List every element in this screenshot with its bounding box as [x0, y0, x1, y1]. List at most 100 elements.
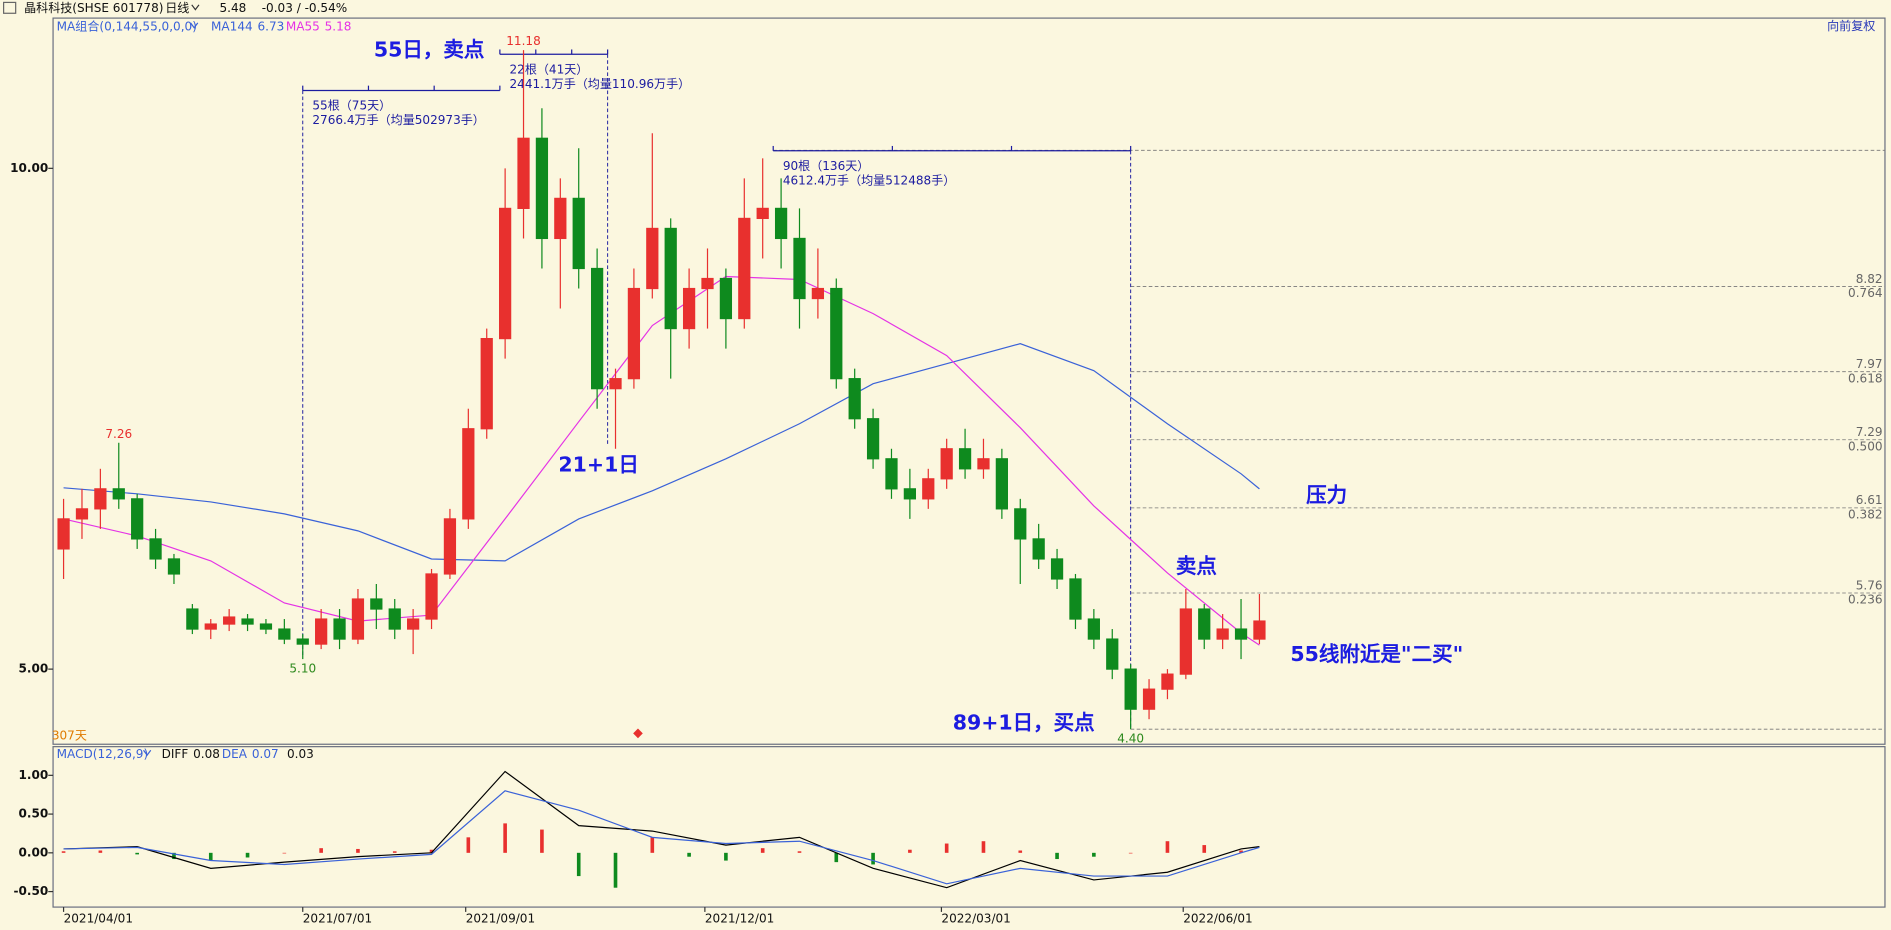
candle-body	[204, 623, 217, 630]
legend-name: MA144	[211, 19, 253, 33]
extreme-label: 7.26	[105, 427, 132, 441]
macd-bar	[1239, 850, 1243, 853]
adjust-mode[interactable]: 向前复权	[1827, 18, 1875, 33]
change: -0.03 / -0.54%	[262, 1, 348, 15]
fib-price: 5.76	[1856, 578, 1883, 592]
macd-bar	[392, 851, 397, 853]
candle-body	[1198, 608, 1211, 640]
candle-body	[793, 237, 806, 300]
fib-price: 6.61	[1856, 493, 1883, 507]
macd-bar	[503, 823, 507, 853]
annotation: 卖点	[1176, 554, 1217, 578]
candle-body	[443, 518, 457, 575]
candle-body	[278, 628, 291, 640]
macd-bar	[540, 829, 544, 853]
candle-body	[866, 418, 880, 460]
macd-bar	[1202, 845, 1207, 853]
macd-bar	[61, 851, 66, 853]
candle-body	[75, 508, 89, 520]
candle-body	[1253, 620, 1266, 640]
y-tick-label: 0.50	[19, 807, 49, 821]
fib-price: 7.29	[1856, 425, 1883, 439]
macd-bar	[356, 848, 360, 853]
candle-body	[701, 277, 714, 290]
macd-bar	[724, 852, 728, 861]
candle-body	[517, 137, 530, 209]
candle-body	[590, 267, 604, 390]
fib-ratio: 0.500	[1848, 439, 1882, 453]
candle-body	[830, 287, 843, 380]
period[interactable]: 日线	[165, 1, 189, 15]
candle-body	[333, 618, 346, 640]
macd-bar	[208, 852, 213, 861]
macd-panel	[52, 746, 1886, 908]
y-tick-label: 10.00	[10, 161, 48, 175]
candle-body	[296, 638, 309, 645]
candle-body	[609, 378, 622, 390]
fib-ratio: 0.382	[1848, 508, 1882, 522]
macd-bar	[797, 851, 802, 853]
range-text: 2766.4万手（均量502973手）	[312, 113, 484, 127]
indicator-label: MA组合(0,144,55,0,0,0)	[57, 18, 197, 33]
extreme-label: 5.10	[289, 661, 316, 675]
candle-body	[811, 287, 825, 300]
y-tick-label: -0.50	[14, 884, 49, 898]
macd-bar	[429, 849, 434, 853]
legend-value: 0.07	[252, 746, 279, 760]
fib-price: 7.97	[1856, 357, 1883, 371]
days-label: 307天	[52, 728, 87, 742]
candle-body	[627, 287, 641, 380]
candle-body	[149, 538, 162, 560]
candle-body	[958, 448, 972, 470]
candle-body	[1050, 558, 1064, 580]
macd-bar	[981, 841, 986, 853]
x-tick-label: 2021/04/01	[64, 912, 133, 926]
candle-body	[167, 558, 181, 575]
macd-bar	[576, 852, 581, 877]
legend-value: 5.18	[325, 19, 352, 33]
candle-body	[1216, 628, 1229, 640]
x-tick-label: 2021/12/01	[705, 912, 774, 926]
candle-body	[112, 488, 125, 500]
range-text: 55根（75天）	[312, 99, 391, 113]
candle-body	[1124, 668, 1137, 710]
macd-bar	[1128, 852, 1133, 854]
macd-bar	[834, 852, 839, 863]
ma-line	[63, 343, 1260, 562]
period-dropdown[interactable]	[191, 4, 200, 11]
annotation: 55线附近是"二买"	[1290, 642, 1463, 666]
macd-bar	[466, 837, 471, 853]
candle-body	[1179, 608, 1192, 675]
legend-name: DEA	[222, 746, 248, 760]
macd-bar	[1018, 850, 1023, 853]
y-tick-label: 1.00	[19, 768, 49, 782]
candle-body	[756, 207, 769, 220]
candle-body	[848, 378, 861, 420]
fib-ratio: 0.618	[1848, 371, 1882, 385]
fib-ratio: 0.764	[1848, 286, 1882, 300]
legend-name: DIFF	[162, 746, 189, 760]
candle-body	[1032, 538, 1045, 560]
macd-line	[63, 770, 1260, 889]
macd-bar	[245, 852, 250, 858]
macd-title: MACD(12,26,9)	[57, 746, 148, 760]
macd-dropdown[interactable]	[143, 749, 152, 757]
candle-body	[572, 197, 585, 270]
macd-bar	[282, 852, 287, 854]
x-tick-label: 2021/09/01	[466, 912, 535, 926]
macd-bar	[908, 849, 912, 853]
candle-body	[1161, 673, 1174, 690]
extreme-label: 11.18	[506, 34, 540, 48]
symbol: 晶科科技(SHSE 601778)	[24, 1, 163, 15]
range-text: 2441.1万手（均量110.96万手）	[510, 77, 691, 91]
legend: DEA 0.07	[222, 746, 279, 760]
candle-body	[499, 207, 512, 340]
macd-bar	[687, 852, 691, 857]
candle-body	[480, 337, 493, 430]
macd-bar	[944, 843, 949, 853]
candle-body	[738, 217, 751, 320]
ma-dropdown[interactable]	[190, 22, 199, 29]
candle-body	[407, 618, 420, 630]
